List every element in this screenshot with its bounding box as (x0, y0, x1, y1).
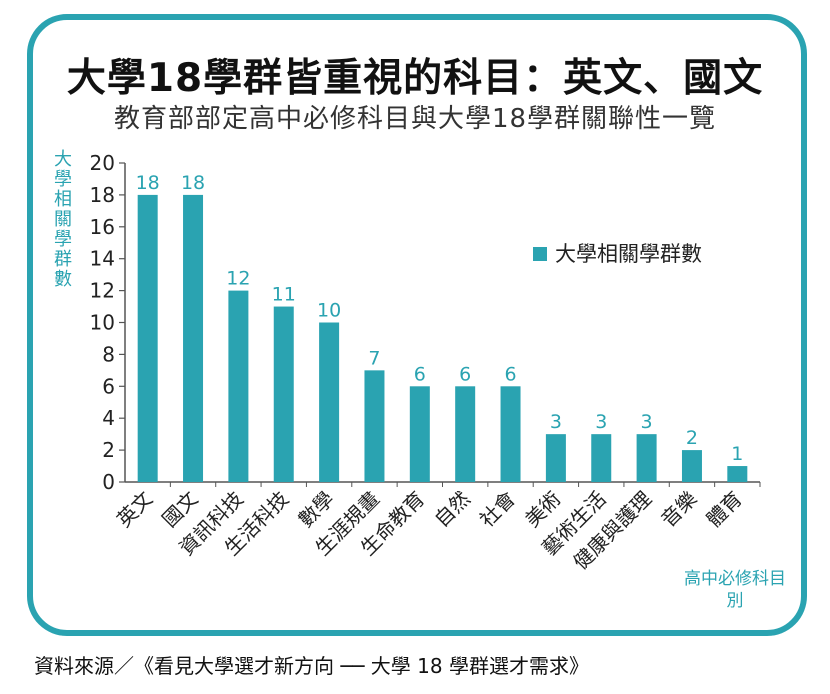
y-tick-label: 10 (90, 311, 115, 335)
bar-value-label: 1 (731, 443, 743, 465)
bar-value-label: 6 (504, 363, 516, 385)
y-tick-label: 20 (90, 151, 115, 175)
bar (364, 370, 385, 482)
bar (500, 386, 521, 482)
bar (455, 386, 476, 482)
bar-value-label: 3 (550, 411, 562, 433)
legend-swatch (533, 247, 547, 261)
source-note: 資料來源／《看見大學選才新方向 ── 大學 18 學群選才需求》 (34, 654, 589, 678)
y-tick-label: 12 (90, 279, 115, 303)
bar-value-label: 7 (368, 347, 380, 369)
y-tick-label: 0 (102, 470, 115, 494)
bar-value-label: 10 (317, 300, 341, 322)
bar (727, 466, 748, 482)
y-tick-label: 2 (102, 438, 115, 462)
y-tick-label: 18 (90, 183, 115, 207)
bar (183, 194, 204, 482)
x-axis-label: 高中必修科目別 (684, 569, 786, 611)
bar-value-label: 2 (686, 427, 698, 449)
y-tick-label: 4 (102, 406, 115, 430)
y-axis-label: 大學相關學群數 (54, 149, 72, 290)
bar-value-label: 3 (595, 411, 607, 433)
bar-value-label: 6 (459, 363, 471, 385)
bar (409, 386, 430, 482)
x-tick-label: 英文 (112, 487, 157, 532)
y-tick-label: 8 (102, 342, 115, 366)
bar (681, 450, 702, 482)
bar (137, 194, 158, 482)
bar (591, 434, 612, 482)
y-tick-label: 14 (90, 247, 115, 271)
bar-value-label: 12 (226, 268, 250, 290)
bar-value-label: 6 (414, 363, 426, 385)
bar-value-label: 11 (272, 284, 296, 306)
chart-title: 大學18學群皆重視的科目：英文、國文 (66, 56, 764, 101)
bar (636, 434, 657, 482)
bar-value-label: 18 (181, 172, 205, 194)
y-tick-label: 16 (90, 215, 115, 239)
y-tick-label: 6 (102, 374, 115, 398)
bar (545, 434, 566, 482)
x-tick-label: 音樂 (656, 487, 701, 532)
bar (273, 306, 294, 482)
bar-value-label: 3 (641, 411, 653, 433)
x-tick-label: 自然 (429, 487, 474, 532)
legend-label: 大學相關學群數 (555, 242, 702, 266)
chart-subtitle: 教育部部定高中必修科目與大學18學群關聯性一覽 (113, 104, 717, 134)
x-tick-label: 社會 (475, 487, 520, 532)
bar (319, 322, 340, 482)
bar-value-label: 18 (136, 172, 160, 194)
x-tick-label: 體育 (702, 487, 747, 532)
bar (228, 290, 249, 482)
